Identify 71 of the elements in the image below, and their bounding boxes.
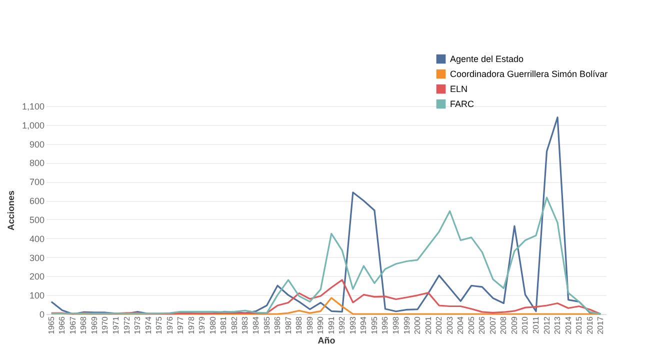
x-tick-label: 2012	[542, 316, 552, 334]
legend-label: FARC	[450, 99, 475, 109]
legend-label: ELN	[450, 84, 468, 94]
y-tick-label: 800	[29, 158, 44, 168]
x-tick-label: 1987	[284, 316, 293, 334]
y-tick-label: 700	[29, 177, 44, 188]
x-tick-label: 2003	[445, 316, 454, 334]
x-tick-label: 2007	[488, 316, 498, 334]
x-axis-title: Año	[318, 335, 336, 346]
x-tick-label: 1968	[79, 316, 88, 334]
x-tick-label: 1993	[348, 316, 358, 334]
y-tick-label: 1,100	[22, 102, 44, 112]
x-tick-label: 1998	[392, 316, 400, 334]
x-tick-label: 2000	[413, 316, 422, 334]
x-tick-label: 2017	[596, 316, 606, 334]
x-tick-label: 2001	[424, 316, 433, 334]
x-tick-label: 2013	[553, 316, 562, 334]
x-tick-label: 1981	[219, 316, 228, 334]
x-tick-label: 1985	[262, 316, 272, 334]
x-tick-label: 1965	[46, 316, 56, 334]
x-tick-label: 1966	[58, 316, 67, 334]
x-tick-label: 1975	[154, 316, 164, 334]
x-tick-label: 2005	[466, 316, 476, 334]
x-tick-label: 1996	[380, 316, 390, 334]
x-tick-label: 1989	[305, 316, 314, 334]
x-tick-label: 1974	[144, 316, 153, 334]
x-tick-label: 1976	[165, 316, 174, 334]
x-tick-label: 2002	[434, 316, 444, 334]
x-tick-label: 1967	[68, 316, 78, 334]
x-tick-label: 1971	[112, 316, 120, 334]
legend-label: Coordinadora Guerrillera Simón Bolívar	[450, 69, 608, 79]
x-tick-label: 2011	[532, 316, 540, 334]
y-tick-label: 0	[39, 310, 44, 320]
x-tick-label: 1982	[230, 316, 239, 334]
x-tick-label: 1999	[402, 316, 412, 334]
x-tick-label: 1992	[338, 316, 347, 334]
x-tick-label: 1980	[208, 316, 218, 334]
x-tick-label: 1988	[294, 316, 304, 334]
legend-label: Agente del Estado	[450, 54, 524, 64]
x-tick-label: 2009	[510, 316, 519, 334]
y-tick-label: 600	[29, 196, 44, 206]
y-tick-label: 400	[29, 234, 44, 244]
y-tick-label: 100	[29, 290, 44, 301]
x-tick-label: 2015	[574, 316, 584, 334]
x-tick-label: 1969	[90, 316, 99, 334]
y-tick-label: 900	[29, 139, 44, 150]
x-tick-label: 1972	[122, 316, 132, 334]
x-tick-label: 1979	[198, 316, 207, 334]
y-axis-title: Acciones	[6, 190, 16, 231]
x-tick-label: 1991	[326, 316, 336, 334]
x-tick-label: 1990	[316, 316, 326, 334]
x-tick-label: 2016	[585, 316, 594, 334]
x-tick-label: 1978	[186, 316, 196, 334]
x-tick-label: 1970	[100, 316, 110, 334]
x-tick-label: 1995	[370, 316, 379, 334]
x-tick-label: 1977	[176, 316, 186, 334]
line-series	[50, 196, 602, 315]
x-tick-label: 2008	[499, 316, 508, 334]
y-tick-label: 1,000	[22, 120, 44, 130]
x-tick-label: 2014	[564, 316, 573, 334]
x-tick-label: 1986	[273, 316, 282, 334]
x-tick-label: 1973	[133, 316, 142, 334]
y-tick-label: 300	[29, 252, 44, 263]
x-tick-label: 1984	[252, 316, 260, 334]
x-tick-label: 1994	[359, 316, 368, 334]
y-tick-label: 500	[29, 214, 44, 225]
x-tick-label: 1983	[240, 316, 250, 334]
y-tick-label: 200	[29, 272, 44, 282]
x-tick-label: 2004	[456, 316, 466, 334]
x-tick-label: 2006	[478, 316, 487, 334]
x-tick-label: 2010	[520, 316, 530, 334]
